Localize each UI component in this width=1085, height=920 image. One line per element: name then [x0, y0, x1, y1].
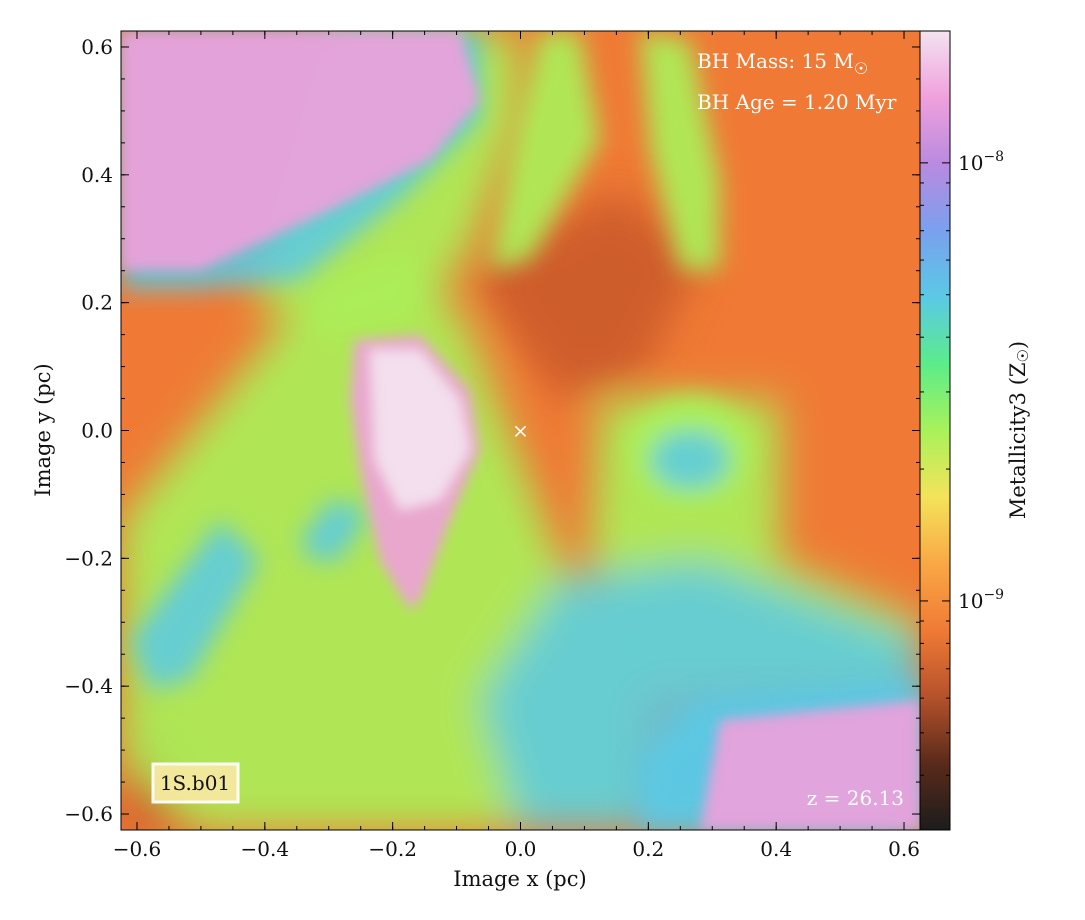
heatmap-region-green [640, 31, 720, 270]
redshift-annotation: z = 26.13 [807, 786, 904, 810]
colorbar: 10−9 10−8 Metallicity3 (Z☉) [919, 30, 1032, 831]
colorbar-ticks: 10−9 10−8 [920, 30, 1004, 831]
y-tick-label: 0.0 [81, 419, 113, 443]
x-tick-label: −0.6 [113, 837, 162, 861]
sun-symbol-icon: ☉ [854, 59, 868, 78]
x-axis-label: Image x (pc) [453, 867, 586, 891]
colorbar-tick-label: 10−9 [958, 587, 1004, 613]
y-axis-label: Image y (pc) [31, 363, 55, 496]
y-tick-label: 0.2 [81, 291, 113, 315]
x-tick-label: 0.4 [760, 837, 792, 861]
heatmap-region-cyan [650, 430, 730, 490]
x-tick-label: −0.2 [368, 837, 417, 861]
y-axis-ticks: −0.6 −0.4 −0.2 0.0 0.2 0.4 0.6 [64, 35, 920, 826]
colorbar-scale [919, 30, 951, 831]
colorbar-label: Metallicity3 (Z☉) [1006, 341, 1032, 519]
colorbar-tick-label: 10−8 [958, 149, 1004, 175]
x-tick-label: 0.6 [888, 837, 920, 861]
bh-mass-annotation: BH Mass: 15 M☉ [697, 49, 868, 78]
heatmap-region-pink [121, 31, 480, 270]
heatmap-region-cyan [300, 500, 370, 560]
y-tick-label: −0.2 [64, 546, 113, 570]
heatmap-region-pink [700, 700, 920, 830]
heatmap-field [121, 31, 920, 830]
x-tick-label: 0.2 [632, 837, 664, 861]
heatmap-region-pale [370, 350, 470, 510]
heatmap-region-cyan [130, 520, 260, 690]
center-marker-icon: × [512, 419, 529, 443]
sim-label-box: 1S.b01 [151, 762, 240, 804]
y-tick-label: 0.4 [81, 163, 113, 187]
x-tick-label: −0.4 [241, 837, 290, 861]
heatmap-region-green [490, 31, 600, 270]
bh-age-annotation: BH Age = 1.20 Myr [697, 90, 897, 114]
y-tick-label: −0.6 [64, 802, 113, 826]
sun-symbol-icon: ☉ [1014, 349, 1032, 362]
x-tick-label: 0.0 [505, 837, 537, 861]
y-tick-label: −0.4 [64, 674, 113, 698]
sim-label: 1S.b01 [160, 771, 230, 795]
x-axis-ticks: −0.6 −0.4 −0.2 0.0 0.2 0.4 0.6 [113, 31, 920, 861]
y-tick-label: 0.6 [81, 35, 113, 59]
